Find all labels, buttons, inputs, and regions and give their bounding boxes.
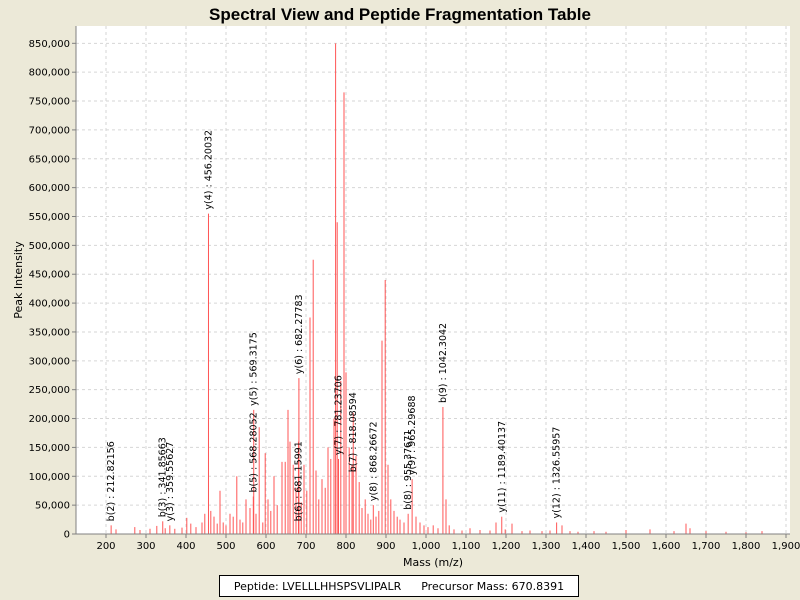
- x-tick-label: 1,300: [532, 541, 561, 552]
- y-axis-label: Peak Intensity: [12, 241, 25, 319]
- x-tick-label: 1,000: [412, 541, 441, 552]
- fragment-label: y(7) : 781.23706: [333, 375, 344, 455]
- y-ticks: 0 50,000 100,000 150,000 200,000 250,000 300,0…: [29, 39, 76, 541]
- peptide-sequence: Peptide: LVELLLHHSPSVLIPALR: [233, 579, 402, 593]
- x-tick-label: 1,700: [692, 541, 721, 552]
- fragment-label: b(5) : 568.28052: [248, 412, 259, 492]
- y-tick-label: 650,000: [29, 154, 70, 165]
- x-tick-label: 1,800: [732, 541, 761, 552]
- x-tick-label: 1,400: [572, 541, 601, 552]
- grid-lines: [76, 26, 790, 534]
- x-tick-label: 1,200: [492, 541, 521, 552]
- fragment-label: b(9) : 1042.3042: [438, 323, 449, 403]
- x-axis-label: Mass (m/z): [403, 556, 463, 569]
- fragment-label: y(4) : 456.20032: [203, 130, 214, 210]
- fragment-label: y(8) : 868.26672: [368, 421, 379, 501]
- x-tick-label: 400: [176, 541, 195, 552]
- fragment-label: b(6) : 681.15991: [293, 441, 304, 521]
- x-tick-label: 700: [296, 541, 315, 552]
- y-tick-label: 0: [64, 530, 70, 541]
- fragment-label: y(5) : 569.3175: [249, 332, 260, 406]
- y-tick-label: 50,000: [35, 501, 70, 512]
- axes: [75, 26, 790, 535]
- y-tick-label: 300,000: [29, 356, 70, 367]
- x-tick-label: 1,900: [772, 541, 800, 552]
- y-tick-label: 850,000: [29, 39, 70, 50]
- x-tick-label: 1,500: [612, 541, 641, 552]
- y-tick-label: 400,000: [29, 299, 70, 310]
- y-tick-label: 800,000: [29, 68, 70, 79]
- precursor-mass: Precursor Mass: 670.8391: [421, 579, 565, 593]
- y-tick-label: 450,000: [29, 270, 70, 281]
- spectrum-chart: Spectral View and Peptide Fragmentation …: [12, 5, 800, 569]
- y-tick-label: 250,000: [29, 385, 70, 396]
- fragment-label: b(2) : 212.82156: [106, 441, 117, 521]
- fragment-label: y(6) : 682.27783: [294, 294, 305, 374]
- x-ticks: 200 300 400 500 600 700 800 900 1,000 1,100 1,200 1…: [96, 534, 800, 552]
- x-tick-label: 800: [336, 541, 355, 552]
- y-tick-label: 500,000: [29, 241, 70, 252]
- fragment-label: b(7) : 818.08594: [348, 392, 359, 472]
- y-tick-label: 750,000: [29, 97, 70, 108]
- y-tick-label: 100,000: [29, 472, 70, 483]
- x-tick-label: 500: [216, 541, 235, 552]
- plot-area: [76, 26, 790, 534]
- x-tick-label: 1,600: [652, 541, 681, 552]
- peptide-info-box: Peptide: LVELLLHHSPSVLIPALR Precursor Ma…: [219, 575, 579, 597]
- fragment-label: y(11) : 1189.40137: [497, 421, 508, 513]
- x-tick-label: 200: [96, 541, 115, 552]
- y-tick-label: 700,000: [29, 125, 70, 136]
- fragment-label: y(3) : 359.55627: [165, 442, 176, 522]
- fragment-label: y(12) : 1326.55957: [552, 427, 563, 519]
- x-tick-label: 900: [376, 541, 395, 552]
- y-tick-label: 200,000: [29, 414, 70, 425]
- fragment-label: b(8) : 955.37671: [403, 430, 414, 510]
- peak-bars: [110, 43, 763, 534]
- fragment-label: b(3) : 341.85663: [158, 437, 169, 517]
- y-tick-label: 600,000: [29, 183, 70, 194]
- fragment-label: y(9) : 965.29688: [407, 395, 418, 475]
- y-tick-label: 350,000: [29, 327, 70, 338]
- x-tick-label: 600: [256, 541, 275, 552]
- x-tick-label: 300: [136, 541, 155, 552]
- y-tick-label: 550,000: [29, 212, 70, 223]
- chart-title: Spectral View and Peptide Fragmentation …: [209, 5, 591, 24]
- x-tick-label: 1,100: [452, 541, 481, 552]
- y-tick-label: 150,000: [29, 443, 70, 454]
